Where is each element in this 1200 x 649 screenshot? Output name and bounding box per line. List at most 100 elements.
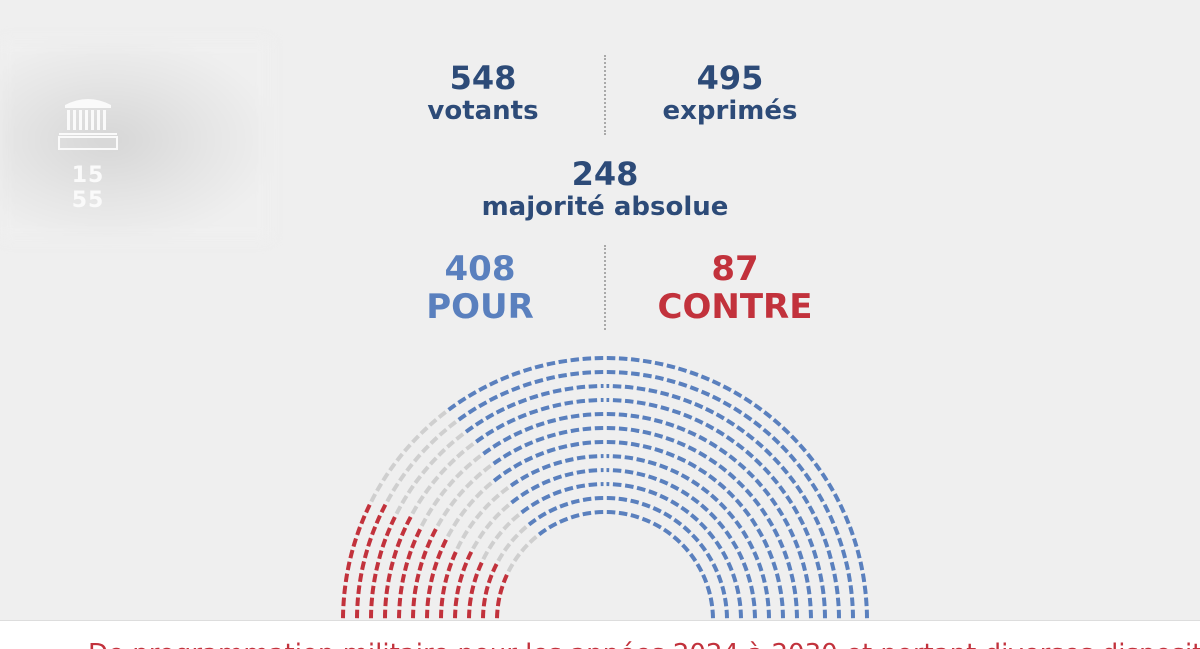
seat: [810, 506, 814, 514]
seat: [692, 498, 699, 503]
seat: [854, 539, 857, 547]
seat: [671, 501, 678, 505]
seat: [637, 402, 645, 403]
seat: [699, 453, 706, 457]
seat: [631, 444, 639, 446]
seat: [653, 508, 661, 512]
seat: [756, 442, 762, 448]
seat: [619, 443, 627, 444]
seat: [502, 505, 508, 511]
seat: [780, 540, 783, 548]
seat: [524, 369, 532, 372]
seat: [467, 444, 474, 449]
seat: [810, 598, 811, 606]
seat: [752, 519, 757, 526]
seat: [631, 373, 640, 374]
seat: [744, 509, 749, 516]
seat: [420, 562, 422, 570]
seat: [577, 471, 585, 472]
seat: [719, 483, 726, 489]
seat: [713, 610, 714, 619]
seat: [725, 598, 726, 606]
seat: [497, 610, 498, 619]
seat: [595, 512, 604, 513]
seat: [530, 537, 536, 543]
seat: [443, 586, 445, 594]
seat: [570, 373, 579, 374]
seat: [738, 481, 744, 487]
seat: [547, 363, 555, 365]
seat: [765, 450, 771, 456]
seat: [478, 563, 481, 571]
seat: [643, 432, 651, 434]
seat: [784, 551, 787, 559]
seat: [448, 480, 454, 486]
seat: [440, 468, 446, 474]
seat: [815, 517, 819, 525]
seat: [764, 412, 771, 417]
seat: [523, 383, 531, 386]
seat: [413, 436, 419, 442]
seat: [700, 523, 706, 529]
seat: [553, 404, 561, 406]
seat: [558, 375, 566, 376]
seat: [485, 483, 492, 489]
seat: [800, 445, 806, 451]
seat: [794, 586, 795, 594]
seat: [374, 574, 376, 582]
seat: [514, 432, 522, 436]
seat: [460, 574, 462, 582]
seat: [512, 387, 520, 390]
seat: [619, 358, 628, 359]
seat: [542, 496, 550, 500]
seat: [361, 516, 364, 524]
seat: [751, 586, 753, 594]
seat: [350, 550, 352, 558]
seat: [502, 488, 509, 493]
seat: [803, 496, 807, 503]
seat: [710, 443, 717, 447]
seat: [773, 438, 779, 444]
seat: [498, 554, 502, 561]
seat: [691, 554, 696, 561]
seat: [428, 508, 432, 515]
seat: [746, 451, 752, 457]
seat: [476, 512, 481, 519]
seat: [710, 513, 716, 519]
seat: [532, 501, 539, 505]
seat: [718, 575, 721, 583]
seat: [408, 551, 411, 559]
seat: [808, 454, 813, 461]
seat: [744, 415, 751, 420]
seat: [792, 436, 798, 442]
seat: [829, 551, 831, 559]
seat: [814, 550, 817, 558]
seat: [383, 539, 386, 547]
seat: [461, 509, 466, 516]
seat: [583, 499, 591, 500]
seat: [708, 586, 710, 594]
seat: [543, 465, 551, 468]
seat: [835, 527, 838, 535]
seat: [468, 552, 472, 560]
seat: [402, 574, 404, 582]
seat: [677, 427, 685, 430]
seat: [407, 517, 411, 525]
seat: [654, 420, 662, 422]
seat: [560, 519, 568, 522]
seat: [469, 408, 476, 413]
seat: [713, 564, 717, 572]
seat: [733, 574, 736, 582]
seat: [619, 513, 627, 514]
seat: [631, 416, 639, 417]
seat: [774, 529, 778, 537]
seat: [458, 490, 464, 496]
seat: [782, 467, 787, 474]
seat: [755, 405, 762, 410]
seat: [589, 484, 598, 485]
seat: [456, 598, 457, 606]
seat: [861, 562, 863, 570]
seat: [693, 535, 699, 541]
seat: [414, 598, 415, 606]
seat: [858, 550, 860, 558]
